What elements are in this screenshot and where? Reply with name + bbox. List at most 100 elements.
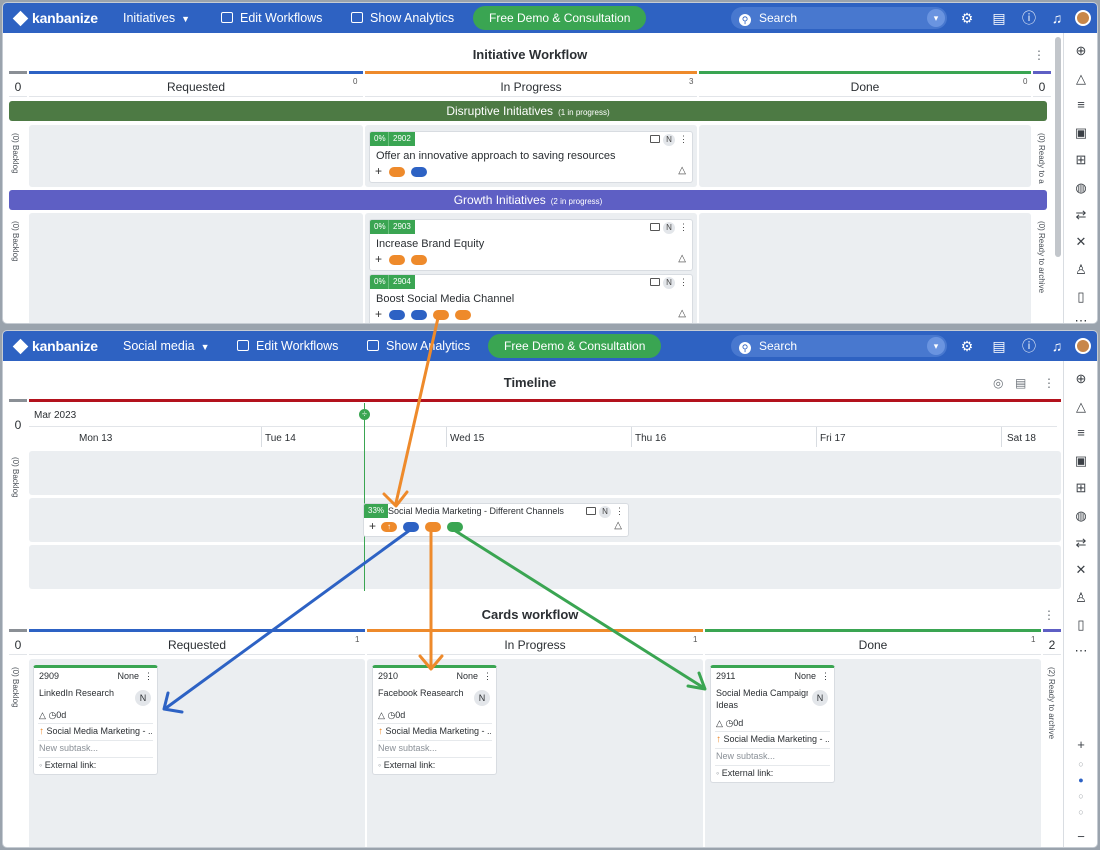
linked-card-pill[interactable] [447,522,463,532]
column-header-requested[interactable]: Requested [29,635,365,655]
kanbanize-logo[interactable]: kanbanize [12,331,98,361]
warning-icon[interactable]: △ [39,710,46,720]
tools-icon[interactable]: ✕ [1075,234,1087,249]
column-header-requested[interactable]: Requested [29,77,363,97]
parent-card-link[interactable]: ↑ Social Media Marketing - ... [716,734,829,745]
palette-icon[interactable]: ◍ [1075,508,1087,523]
document-icon[interactable]: ▤ [1015,376,1027,390]
linked-card-pill[interactable] [411,255,427,265]
hierarchy-icon[interactable]: ⊞ [1075,480,1087,495]
clipboard-icon[interactable]: ▤ [992,338,1006,354]
linked-card-pill[interactable] [389,167,405,177]
column-header-in-progress[interactable]: In Progress [365,77,697,97]
cards-menu-icon[interactable]: ⋮ [1043,608,1055,622]
avatar[interactable]: N [663,277,675,289]
card-id[interactable]: 2902 [388,132,415,146]
avatar[interactable] [1075,10,1091,26]
card-id[interactable]: 2904 [388,275,415,289]
warning-icon[interactable]: △ [678,308,686,319]
more-icon[interactable]: ⋯ [1074,313,1088,324]
card-title[interactable]: Facebook Reasearch [378,688,464,698]
show-analytics-button[interactable]: Show Analytics [351,3,454,33]
board-selector[interactable]: Initiatives ▼ [123,3,190,33]
clipboard-icon[interactable]: ▤ [992,10,1006,26]
task-card[interactable]: 2910 None ⋮ Facebook Reasearch N △ ◷0d ↑… [372,665,497,775]
vertical-scrollbar[interactable] [1055,37,1061,257]
warning-icon[interactable]: △ [678,253,686,264]
card-menu-icon[interactable]: ⋮ [679,222,688,232]
add-link-icon[interactable]: + [375,164,383,178]
kanbanize-logo[interactable]: kanbanize [12,3,98,33]
parent-link-pill[interactable]: ↑ [381,522,397,532]
add-link-icon[interactable]: + [375,252,383,266]
card-title-line-2[interactable]: Ideas [716,700,739,710]
avatar[interactable] [1075,338,1091,354]
warning-icon[interactable]: △ [614,520,622,531]
add-icon[interactable]: ⊕ [1075,371,1087,386]
linked-card-pill[interactable] [425,522,441,532]
board-selector[interactable]: Social media ▼ [123,331,210,361]
parent-card-link[interactable]: ↑ Social Media Marketing - ... [39,726,152,737]
card-menu-icon[interactable]: ⋮ [679,134,688,144]
timeline-menu-icon[interactable]: ⋮ [1043,376,1055,390]
description-icon[interactable] [650,223,660,231]
linked-card-pill[interactable] [411,310,427,320]
zoom-in-icon[interactable]: + [1077,737,1085,752]
backlog-label[interactable]: (0) Backlog [11,133,20,174]
search-dropdown-icon[interactable]: ▾ [927,9,945,27]
linked-card-pill[interactable] [389,310,405,320]
bell-icon[interactable]: ♫ [1051,10,1063,26]
search-dropdown-icon[interactable]: ▾ [927,337,945,355]
card-priority[interactable]: None [117,671,139,681]
card-menu-icon[interactable]: ⋮ [144,671,153,681]
demo-button[interactable]: Free Demo & Consultation [473,6,647,30]
column-header-in-progress[interactable]: In Progress [367,635,703,655]
warning-icon[interactable]: △ [378,710,385,720]
avatar[interactable]: N [474,690,490,706]
board-menu-icon[interactable]: ⋮ [1033,48,1045,62]
document-icon[interactable]: ▯ [1077,289,1085,304]
swimlane-growth-initiatives[interactable]: Growth Initiatives (2 in progress) [9,190,1047,210]
warning-icon[interactable]: △ [678,165,686,176]
clock-icon[interactable]: ◎ [993,376,1004,390]
task-card[interactable]: 2911 None ⋮ Social Media Campaign Ideas … [710,665,835,783]
shapes-icon[interactable]: △ [1076,71,1086,86]
initiative-card[interactable]: 0% 2904 N ⋮ Boost Social Media Channel + … [369,274,693,323]
avatar[interactable]: N [663,222,675,234]
add-link-icon[interactable]: + [369,519,377,533]
linked-card-pill[interactable] [403,522,419,532]
card-menu-icon[interactable]: ⋮ [483,671,492,681]
backlog-label[interactable]: (0) Backlog [11,457,20,498]
card-title[interactable]: Social Media Campaign [716,688,808,698]
avatar[interactable]: N [663,134,675,146]
search-input[interactable]: ⚲ Search ▾ [731,335,947,357]
task-card[interactable]: 2909 None ⋮ LinkedIn Research N △ ◷0d ↑ … [33,665,158,775]
add-user-icon[interactable]: ♙ [1075,590,1087,605]
help-icon[interactable]: ⓘ [1022,338,1036,354]
hierarchy-icon[interactable]: ⊞ [1075,152,1087,167]
parent-card-link[interactable]: ↑ Social Media Marketing - ... [378,726,491,737]
new-subtask-input[interactable]: New subtask... [39,743,99,753]
card-title[interactable]: Increase Brand Equity [376,238,485,250]
initiative-card[interactable]: 0% 2902 N ⋮ Offer an innovative approach … [369,131,693,183]
description-icon[interactable] [650,135,660,143]
demo-button[interactable]: Free Demo & Consultation [488,334,662,358]
help-icon[interactable]: ⓘ [1022,10,1036,26]
card-title[interactable]: Boost Social Media Channel [376,293,515,305]
swimlane-disruptive-initiatives[interactable]: Disruptive Initiatives (1 in progress) [9,101,1047,121]
tools-icon[interactable]: ✕ [1075,562,1087,577]
zoom-slider-step[interactable]: ○ [1078,807,1084,817]
card-id[interactable]: 2909 [39,671,60,681]
palette-icon[interactable]: ◍ [1075,180,1087,195]
linked-card-pill[interactable] [455,310,471,320]
zoom-out-icon[interactable]: − [1077,829,1085,844]
filter-icon[interactable]: ≡ [1077,97,1085,112]
ready-to-archive-label[interactable]: (2) Ready to archive [1047,667,1056,740]
card-title[interactable]: Social Media Marketing - Different Chann… [388,506,564,516]
card-menu-icon[interactable]: ⋮ [615,506,624,516]
external-link[interactable]: ◦ External link: [39,760,152,770]
shapes-icon[interactable]: △ [1076,399,1086,414]
ready-to-archive-label[interactable]: (0) Ready to a [1037,133,1046,184]
external-link[interactable]: ◦ External link: [716,768,829,778]
ready-to-archive-label[interactable]: (0) Ready to archive [1037,221,1046,294]
